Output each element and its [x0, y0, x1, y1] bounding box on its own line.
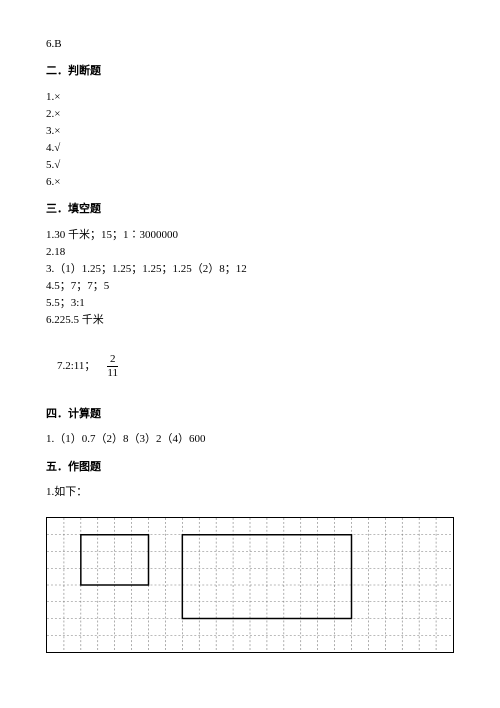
section-5-title: 五．作图题 [46, 459, 454, 477]
s3-item-2: 2.18 [46, 244, 454, 261]
page: 6.B 二．判断题 1.× 2.× 3.× 4.√ 5.√ 6.× 三．填空题 … [0, 0, 500, 673]
s2-item-6: 6.× [46, 174, 454, 191]
s3-item-5: 5.5；3:1 [46, 295, 454, 312]
s2-item-4: 4.√ [46, 140, 454, 157]
s4-line-1: 1.（1）0.7（2）8（3）2（4）600 [46, 431, 454, 448]
fraction-numerator: 2 [107, 354, 118, 367]
fraction-denominator: 11 [107, 367, 118, 379]
s2-item-1: 1.× [46, 89, 454, 106]
s3-item-7: 7.2:11； 211 [46, 337, 454, 396]
s3-item-7-prefix: 7.2:11； [57, 360, 95, 372]
s3-item-3: 3.（1）1.25；1.25；1.25；1.25（2）8；12 [46, 261, 454, 278]
answer-6b: 6.B [46, 36, 454, 53]
s2-item-5: 5.√ [46, 157, 454, 174]
s2-item-2: 2.× [46, 106, 454, 123]
grid-svg [47, 518, 453, 652]
grid-figure [46, 517, 454, 653]
section-4-title: 四．计算题 [46, 406, 454, 424]
section-2-title: 二．判断题 [46, 63, 454, 81]
s5-line-1: 1.如下： [46, 484, 454, 501]
s2-item-3: 3.× [46, 123, 454, 140]
s3-item-6: 6.225.5 千米 [46, 312, 454, 329]
s3-item-4: 4.5；7；7；5 [46, 278, 454, 295]
s3-item-1: 1.30 千米；15；1∶3000000 [46, 227, 454, 244]
fraction-icon: 211 [107, 354, 118, 379]
section-3-title: 三．填空题 [46, 201, 454, 219]
